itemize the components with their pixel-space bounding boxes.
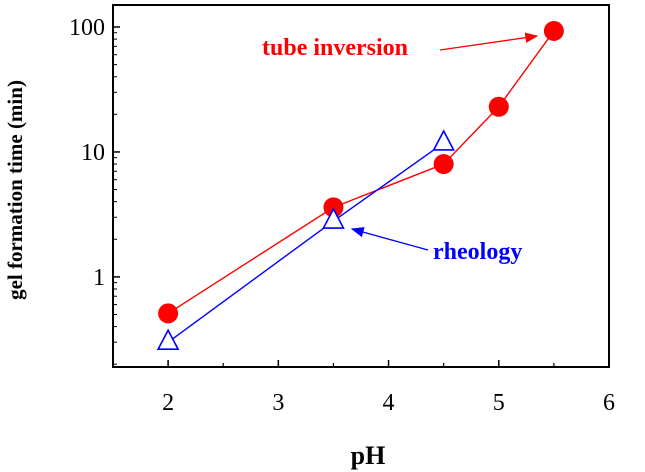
data-point-rheology (432, 129, 455, 151)
series-line-0 (167, 30, 555, 315)
x-tick-label: 3 (272, 390, 284, 416)
x-tick-label: 5 (493, 390, 505, 416)
plot-frame (112, 4, 610, 368)
data-point-tube-inversion (543, 20, 564, 41)
data-point-rheology (156, 328, 180, 351)
x-axis-label: pH (351, 441, 386, 470)
annotation-arrow-tube-inversion (439, 32, 539, 51)
y-tick-label: 10 (81, 140, 105, 166)
x-tick-label: 4 (383, 390, 395, 416)
y-axis-label: gel formation time (min) (3, 80, 27, 300)
annotation-tube-inversion: tube inversion (262, 35, 408, 61)
x-tick-label: 6 (603, 390, 615, 416)
annotation-rheology: rheology (433, 239, 522, 265)
y-tick-label: 1 (93, 265, 105, 291)
data-point-rheology (322, 207, 345, 229)
data-point-tube-inversion (488, 96, 509, 117)
data-point-tube-inversion (433, 154, 454, 175)
annotation-arrow-rheology (350, 227, 429, 251)
data-point-tube-inversion (158, 303, 179, 324)
x-tick-label: 2 (162, 390, 174, 416)
y-tick-label: 100 (69, 15, 105, 41)
